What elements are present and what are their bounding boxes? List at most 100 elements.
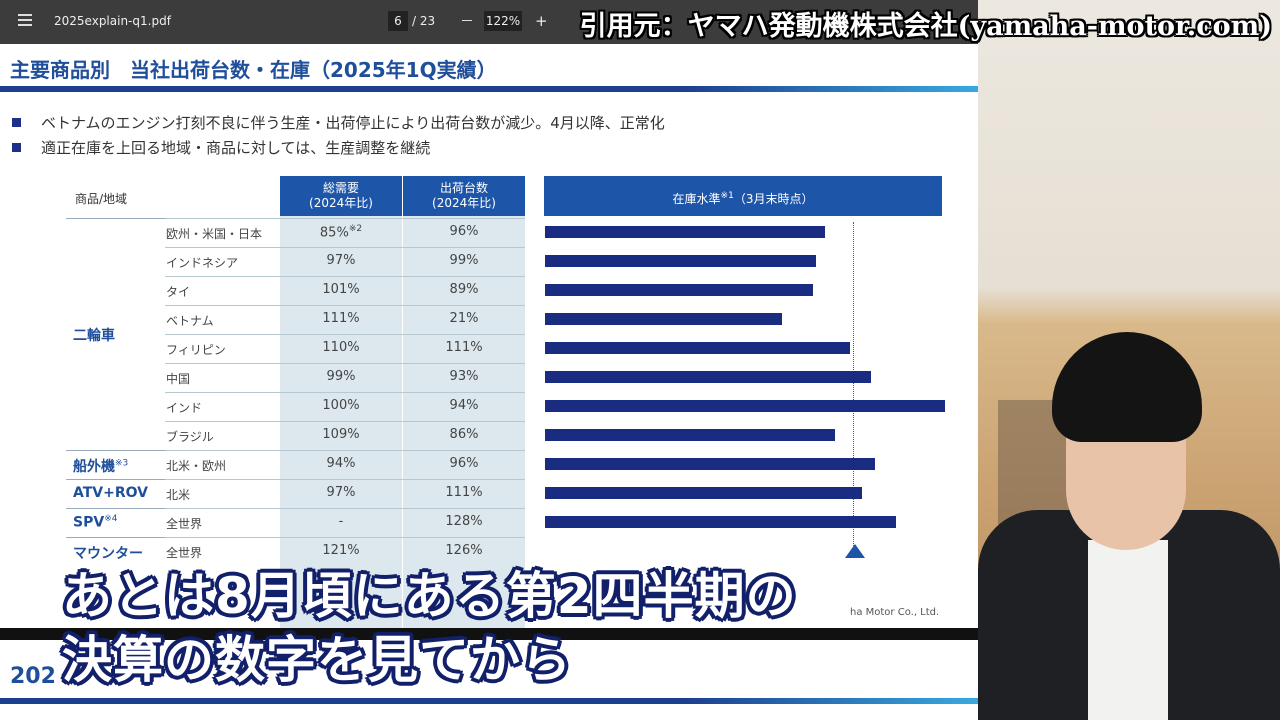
row-divider <box>165 508 525 509</box>
demand-value: 85% <box>319 225 349 241</box>
column-band <box>280 216 402 628</box>
demand-value: 94% <box>326 456 356 471</box>
demand: 99% <box>280 369 402 384</box>
shipments: 89% <box>449 282 479 297</box>
product-group: 船外機※3 <box>73 456 128 476</box>
zoom-in[interactable]: + <box>535 12 548 30</box>
demand-value: 111% <box>322 311 360 326</box>
stock-bar <box>545 226 826 238</box>
slide-footer: ha Motor Co., Ltd. <box>850 607 940 618</box>
demand: 121% <box>280 543 402 558</box>
header-line: (2024年比) <box>432 196 496 210</box>
region: 北米 <box>166 488 191 502</box>
region: 中国 <box>166 372 191 386</box>
zoom-out[interactable] <box>462 20 472 21</box>
menu-icon[interactable] <box>18 14 32 16</box>
header-line: 出荷台数 <box>439 181 488 195</box>
demand-value: 99% <box>326 369 356 384</box>
header-line: (2024年比) <box>309 196 373 210</box>
region: インド <box>166 401 203 415</box>
demand: 97% <box>280 485 402 500</box>
page-gap <box>0 628 978 640</box>
demand: - <box>280 514 402 529</box>
shipments: 93% <box>449 369 479 384</box>
source-credit: 引用元：ヤマハ発動機株式会社(yamaha-motor.com) <box>579 11 1272 42</box>
row-divider <box>165 450 525 451</box>
shipments: 96% <box>449 456 479 471</box>
row-divider <box>165 537 525 538</box>
presenter-video <box>978 0 1280 720</box>
demand: 85%※2 <box>280 224 402 240</box>
shipments: 86% <box>449 427 479 442</box>
stock-bar <box>545 487 863 499</box>
demand: 109% <box>280 427 402 442</box>
shipments: 126% <box>445 543 483 558</box>
zoom-input[interactable]: 122% <box>484 11 522 31</box>
shipments: 96% <box>449 224 479 239</box>
header-part: （3月末時点） <box>733 192 814 206</box>
group-name: マウンター <box>73 545 143 562</box>
row-divider <box>165 479 525 480</box>
header-part: ※1 <box>720 191 734 201</box>
slide: 主要商品別 当社出荷台数・在庫（2025年1Q実績） ha Motor Co.,… <box>0 44 978 628</box>
demand-value: 121% <box>322 543 360 558</box>
filename: 2025explain-q1.pdf <box>54 14 171 28</box>
stock-bar <box>545 284 813 296</box>
row-divider <box>165 421 525 422</box>
region: 欧州・米国・日本 <box>166 227 263 241</box>
title-rule <box>0 86 978 92</box>
stock-bar <box>545 458 875 470</box>
row-divider <box>165 363 525 364</box>
row-divider <box>165 334 525 335</box>
reference-marker <box>845 544 865 558</box>
row-divider <box>165 305 525 306</box>
demand: 97% <box>280 253 402 268</box>
region: ベトナム <box>166 314 214 328</box>
demand: 94% <box>280 456 402 471</box>
column-header: 在庫水準※1（3月末時点） <box>544 176 942 216</box>
next-slide-rule <box>0 698 978 704</box>
demand-value: 97% <box>326 253 356 268</box>
stock-bar <box>545 313 783 325</box>
demand-value: 101% <box>322 282 360 297</box>
demand: 100% <box>280 398 402 413</box>
stock-bar <box>545 371 872 383</box>
header-part: 在庫水準 <box>672 192 721 206</box>
page-input[interactable]: 6 <box>388 11 408 31</box>
row-divider <box>165 247 525 248</box>
shipments: 21% <box>449 311 479 326</box>
demand-value: - <box>338 514 344 529</box>
shipments: 111% <box>445 340 483 355</box>
shipments: 99% <box>449 253 479 268</box>
reference-line <box>853 222 854 552</box>
slide-title: 主要商品別 当社出荷台数・在庫（2025年1Q実績） <box>10 58 497 82</box>
region: 北米・欧州 <box>166 459 227 473</box>
row-divider <box>165 276 525 277</box>
stock-bar <box>545 255 817 267</box>
column-header: 出荷台数 (2024年比) <box>403 176 525 216</box>
column-band <box>403 216 525 628</box>
product-group: ATV+ROV <box>73 485 148 501</box>
demand: 110% <box>280 340 402 355</box>
region: 全世界 <box>166 546 203 560</box>
group-name: 二輪車 <box>73 328 115 344</box>
demand-value: 97% <box>326 485 356 500</box>
product-group: SPV※4 <box>73 514 117 531</box>
shipments: 111% <box>445 485 483 500</box>
page-count: / 23 <box>412 14 436 28</box>
product-group: 二輪車 <box>73 325 115 345</box>
group-name: SPV <box>73 514 105 531</box>
group-name: 船外機 <box>73 458 115 475</box>
footnote-mark: ※4 <box>104 513 118 524</box>
caption: あとは8月頃にある第2四半期の <box>62 567 797 625</box>
region: ブラジル <box>166 430 214 444</box>
stock-bar <box>545 516 897 528</box>
bullet: 適正在庫を上回る地域・商品に対しては、生産調整を継続 <box>12 137 430 158</box>
bullet: ベトナムのエンジン打刻不良に伴う生産・出荷停止により出荷台数が減少。4月以降、正… <box>12 112 665 133</box>
stock-bar <box>545 342 850 354</box>
header-line: 総需要 <box>322 181 359 195</box>
demand: 111% <box>280 311 402 326</box>
next-slide: 202 <box>0 640 978 720</box>
demand-value: 100% <box>322 398 360 413</box>
